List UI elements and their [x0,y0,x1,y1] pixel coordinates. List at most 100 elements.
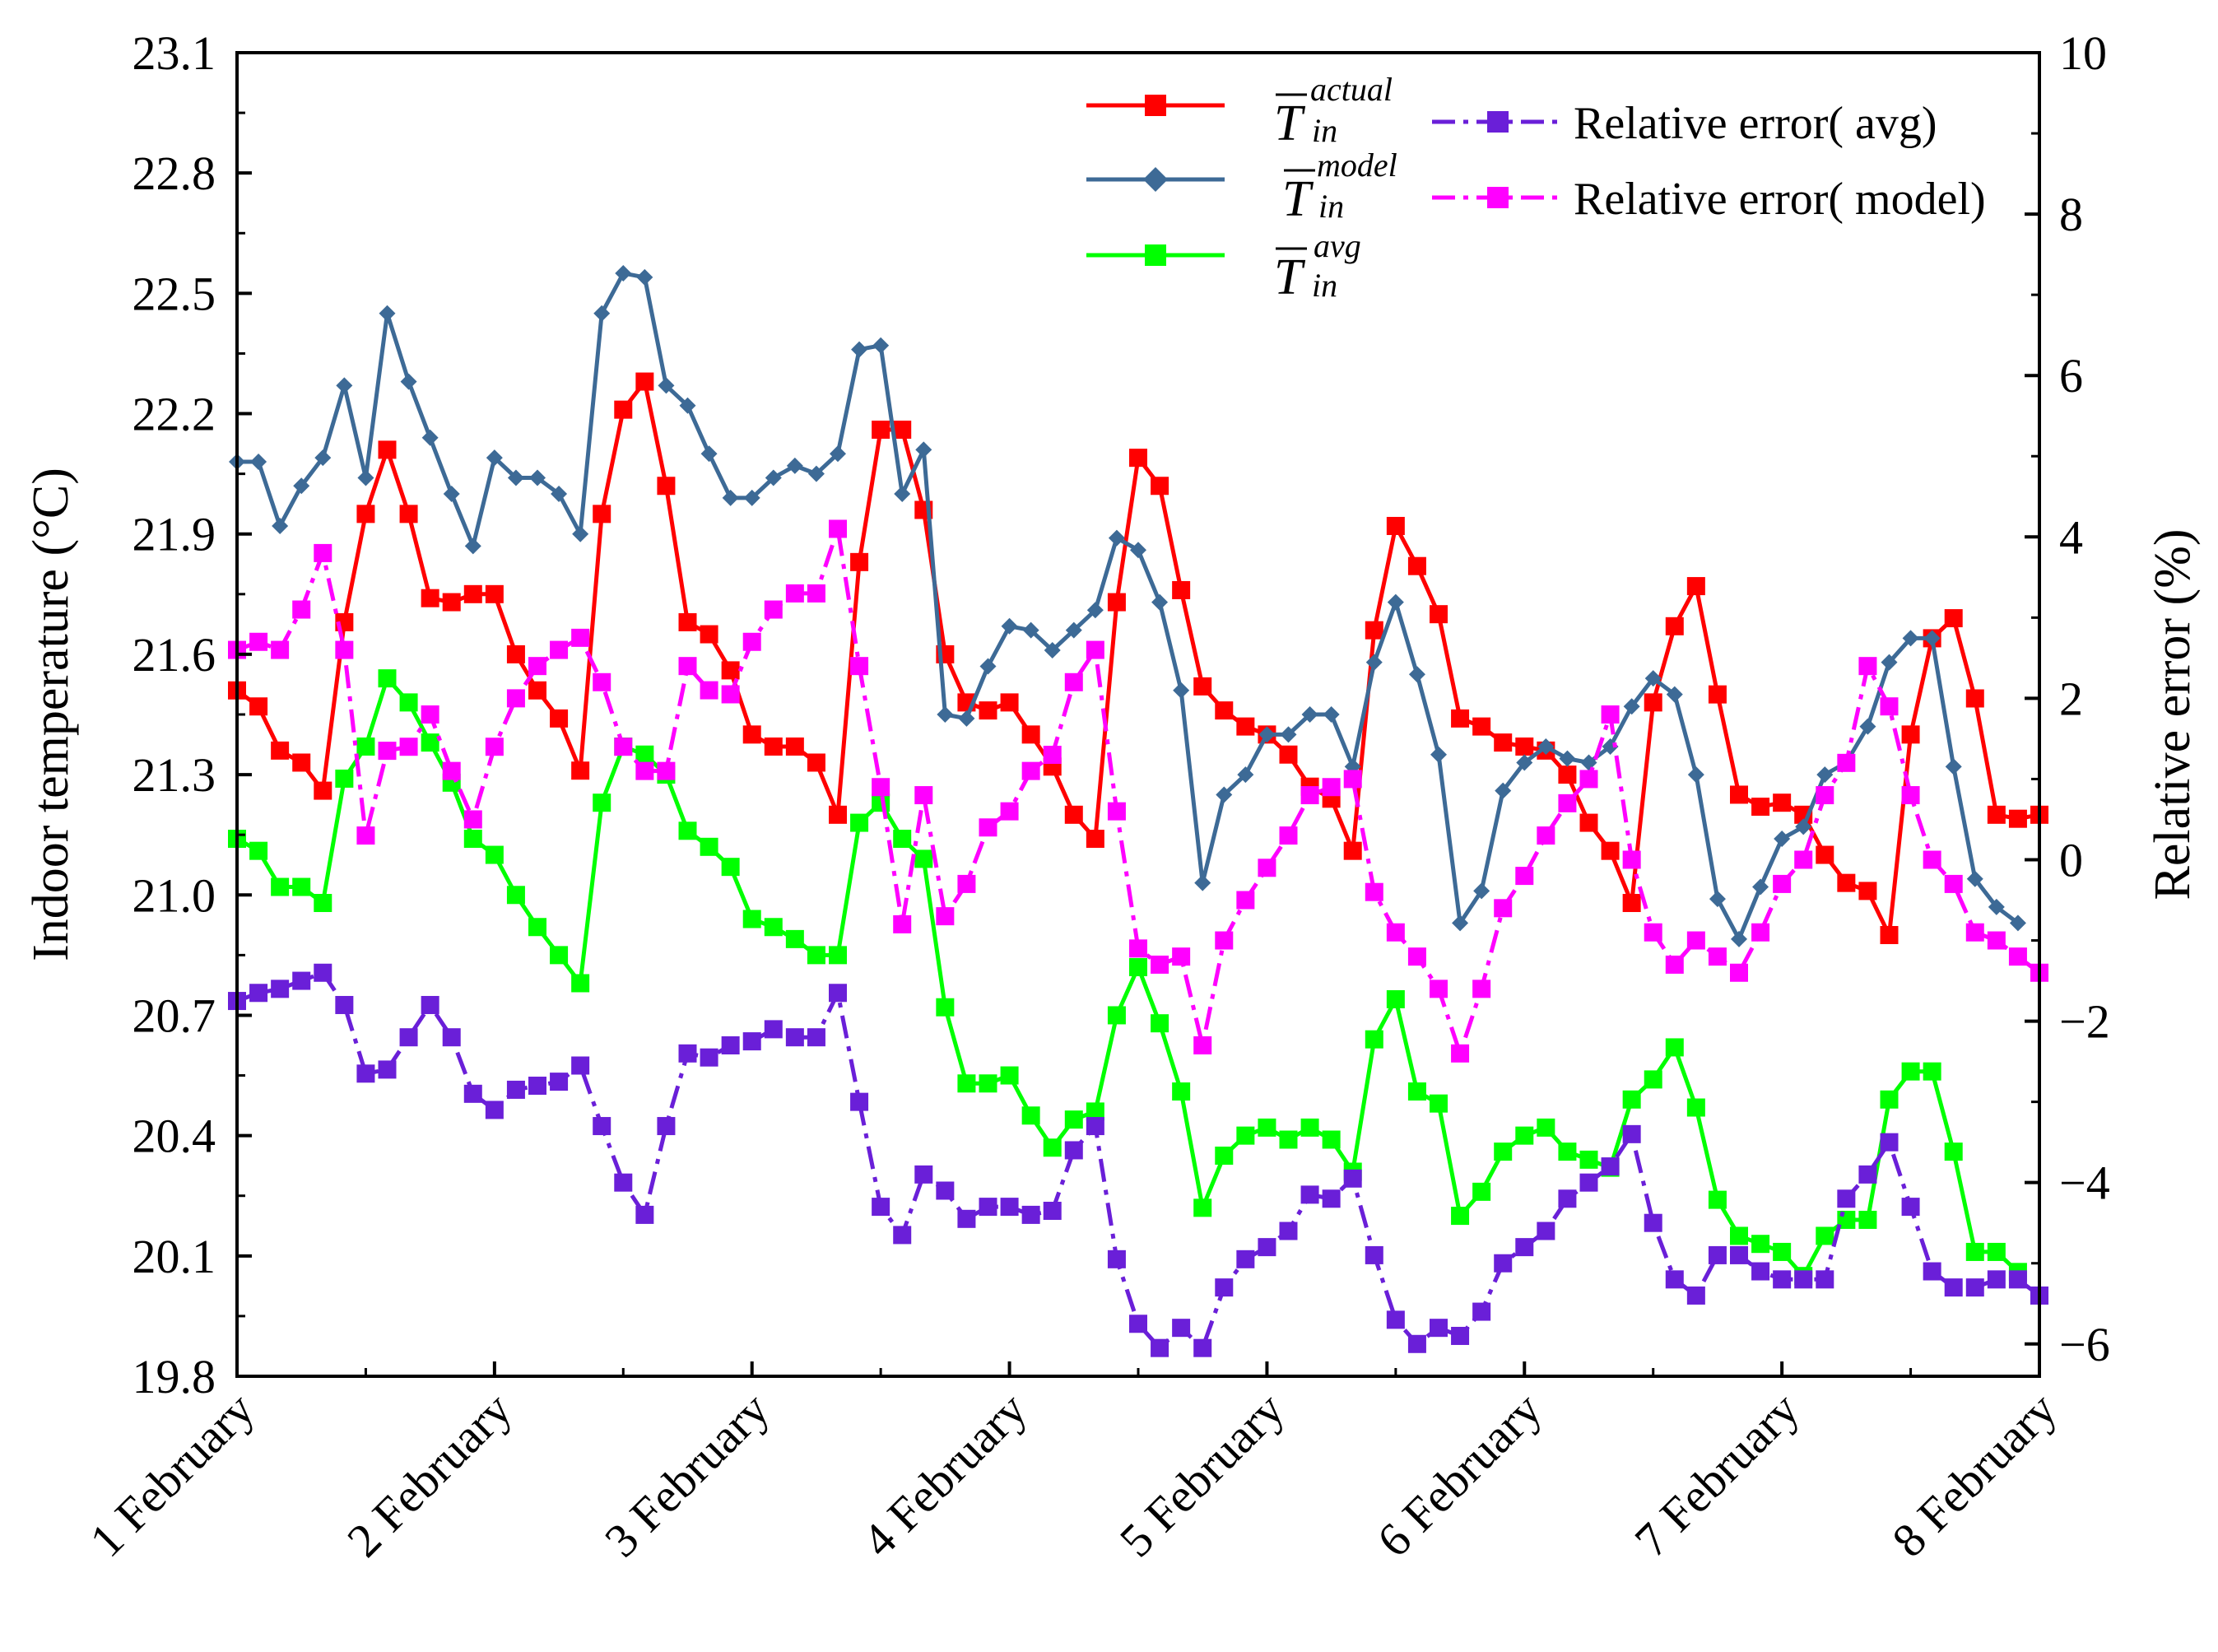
point-err_model [1151,955,1169,974]
point-err_avg [1644,1213,1662,1232]
point-err_model [1322,778,1341,797]
left-tick-label: 20.4 [133,1110,216,1163]
point-err_model [463,810,482,829]
series-err_model [228,519,2048,1063]
point-avg [1129,957,1147,976]
point-avg [1494,1142,1513,1161]
right-tick-label: 10 [2059,26,2107,80]
point-err_model [335,640,354,659]
point-avg [1751,1235,1770,1254]
point-err_avg [1407,1334,1426,1353]
point-err_avg [764,1020,783,1039]
point-err_model [1965,923,1984,942]
point-err_avg [271,980,290,998]
point-model [1559,750,1576,767]
legend-label-err-model: Relative error( model) [1574,174,1986,225]
point-err_avg [1858,1165,1877,1184]
point-err_model [785,584,804,603]
point-err_model [1730,963,1748,982]
point-err_avg [528,1077,546,1096]
point-avg [1386,989,1405,1008]
left-tick-label: 22.8 [133,147,216,200]
point-err_model [1300,786,1319,805]
point-err_avg [1322,1189,1341,1208]
point-actual [1515,737,1534,756]
point-actual [1494,733,1513,752]
point-model [1816,766,1834,784]
point-actual [356,505,375,524]
point-model [443,486,460,502]
point-model [1795,818,1812,835]
point-model [272,517,289,534]
left-tick-label: 22.5 [133,267,216,320]
point-err_model [700,681,718,700]
point-actual [292,753,311,772]
point-err_avg [335,995,354,1014]
point-actual [1708,685,1727,704]
point-actual [1236,717,1255,736]
point-err_avg [1901,1198,1920,1217]
point-err_avg [1965,1278,1984,1297]
point-err_model [1172,947,1191,966]
point-avg [1944,1142,1963,1161]
point-err_avg [593,1117,611,1136]
point-avg [872,793,890,812]
point-actual [1751,798,1770,817]
point-err_avg [1837,1189,1856,1208]
legend-label-err-avg: Relative error( avg) [1574,98,1937,149]
series-err_avg [228,963,2048,1357]
point-avg [356,737,375,756]
point-err_avg [1236,1249,1255,1268]
point-model [743,489,760,506]
point-avg [1558,1142,1577,1161]
point-actual [742,725,761,744]
legend-symbol-avg: T [1274,249,1306,305]
point-err_avg [850,1092,869,1111]
point-avg [1923,1062,1941,1081]
point-actual [485,584,504,603]
point-err_avg [1343,1169,1362,1188]
legend-item-model: T model in [1086,147,1397,227]
left-tick-label: 21.0 [133,868,216,922]
point-err_avg [936,1181,955,1200]
point-model [1173,682,1190,699]
point-err_model [1430,980,1448,998]
point-actual [785,737,804,756]
point-avg [271,877,290,896]
point-err_model [292,600,311,619]
point-err_avg [1665,1270,1684,1289]
point-model [979,658,997,675]
point-avg [1858,1210,1877,1229]
point-model [1709,891,1726,908]
point-err_avg [1579,1173,1598,1192]
point-model [486,449,503,467]
point-err_avg [506,1080,525,1099]
point-avg [506,886,525,905]
point-actual [399,505,418,524]
point-err_model [1708,947,1727,966]
point-avg [399,693,418,712]
point-err_avg [378,1060,397,1079]
left-tick-label: 22.2 [133,388,216,441]
point-model [1945,758,1962,775]
point-err_model [1365,882,1383,901]
point-model [1473,882,1490,900]
point-err_avg [292,971,311,990]
point-model [464,537,481,555]
point-err_avg [2008,1270,2027,1289]
point-model [379,305,396,322]
point-actual [614,400,633,419]
point-actual [1000,693,1019,712]
point-err_model [1279,826,1298,845]
point-err_model [872,778,890,797]
point-err_model [1236,891,1255,910]
point-avg [1579,1150,1598,1169]
point-err_avg [893,1226,912,1245]
point-model [1644,670,1662,687]
point-avg [1665,1038,1684,1057]
point-err_model [1923,850,1941,869]
point-actual [657,477,676,496]
point-actual [1901,725,1920,744]
point-err_avg [1300,1185,1319,1204]
point-err_model [850,657,869,676]
